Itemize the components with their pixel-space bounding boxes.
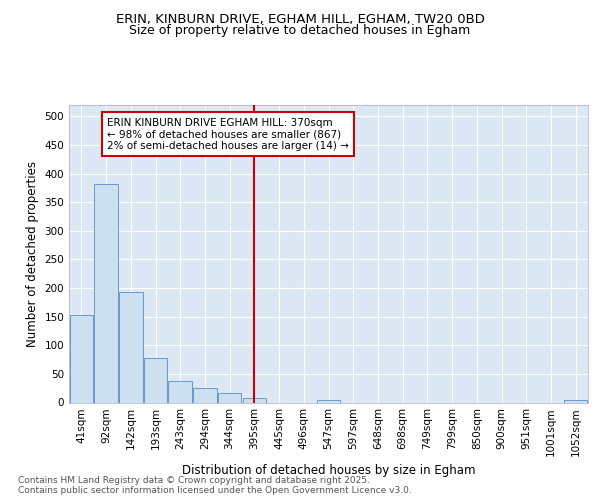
Bar: [119, 292, 143, 403]
Bar: [169, 381, 192, 402]
X-axis label: Distribution of detached houses by size in Egham: Distribution of detached houses by size …: [182, 464, 475, 477]
Bar: [242, 398, 266, 402]
Text: ERIN KINBURN DRIVE EGHAM HILL: 370sqm
← 98% of detached houses are smaller (867): ERIN KINBURN DRIVE EGHAM HILL: 370sqm ← …: [107, 118, 349, 151]
Text: Contains HM Land Registry data © Crown copyright and database right 2025.
Contai: Contains HM Land Registry data © Crown c…: [18, 476, 412, 495]
Text: Size of property relative to detached houses in Egham: Size of property relative to detached ho…: [130, 24, 470, 37]
Bar: [564, 400, 587, 402]
Bar: [218, 393, 241, 402]
Y-axis label: Number of detached properties: Number of detached properties: [26, 161, 39, 347]
Bar: [144, 358, 167, 403]
Bar: [193, 388, 217, 402]
Bar: [70, 315, 93, 402]
Bar: [317, 400, 340, 402]
Bar: [94, 184, 118, 402]
Text: ERIN, KINBURN DRIVE, EGHAM HILL, EGHAM, TW20 0BD: ERIN, KINBURN DRIVE, EGHAM HILL, EGHAM, …: [116, 12, 484, 26]
